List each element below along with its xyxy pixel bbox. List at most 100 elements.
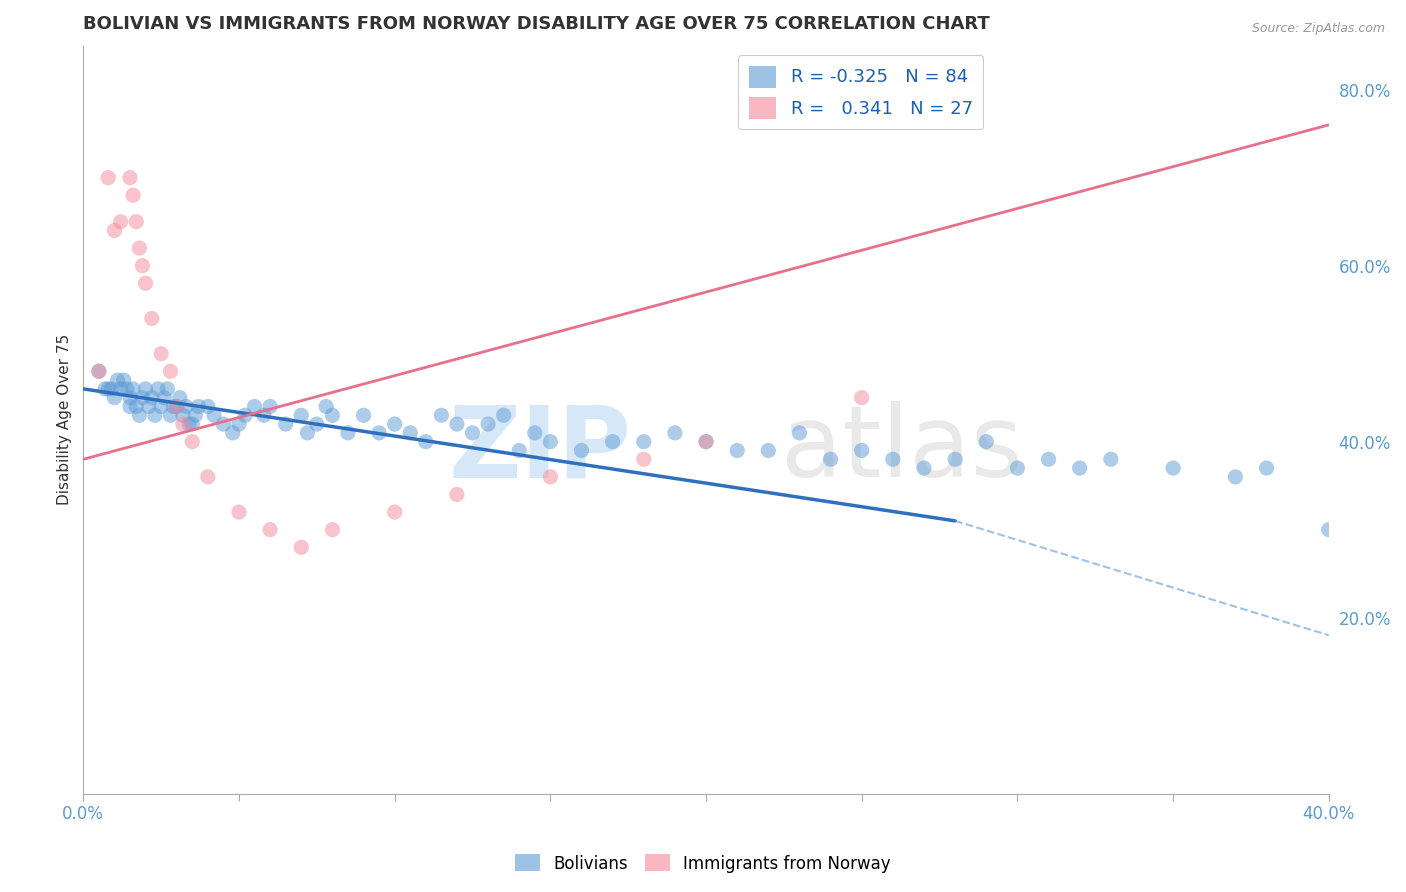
Y-axis label: Disability Age Over 75: Disability Age Over 75 (58, 334, 72, 505)
Point (107, 373, 129, 387)
Point (725, 443, 748, 458)
Point (477, 417, 499, 431)
Point (156, 382, 179, 396)
Point (297, 425, 319, 440)
Point (1038, 452, 1060, 467)
Point (321, 523, 343, 537)
Point (321, 409, 343, 423)
Point (1256, 461, 1278, 475)
Point (181, 417, 204, 431)
Point (141, 391, 163, 405)
Point (538, 434, 561, 449)
Point (138, 400, 160, 414)
Point (1161, 461, 1184, 475)
Point (695, 434, 717, 449)
Point (461, 425, 484, 440)
Point (233, 409, 256, 423)
Point (197, 400, 219, 414)
Point (166, 400, 188, 414)
Point (169, 391, 191, 405)
Point (181, 434, 204, 449)
Point (197, 470, 219, 484)
Point (128, 241, 150, 255)
Point (131, 259, 153, 273)
Point (523, 425, 546, 440)
Point (110, 215, 132, 229)
Point (135, 277, 157, 291)
Point (305, 417, 328, 431)
Point (103, 391, 125, 405)
Point (399, 425, 422, 440)
Point (150, 346, 173, 360)
Point (633, 452, 655, 467)
Point (1317, 523, 1340, 537)
Text: atlas: atlas (780, 401, 1022, 498)
Point (228, 417, 250, 431)
Point (122, 188, 145, 202)
Point (103, 223, 125, 237)
Point (228, 505, 250, 519)
Point (166, 400, 188, 414)
Point (125, 400, 148, 414)
Text: BOLIVIAN VS IMMIGRANTS FROM NORWAY DISABILITY AGE OVER 75 CORRELATION CHART: BOLIVIAN VS IMMIGRANTS FROM NORWAY DISAB… (83, 15, 990, 33)
Point (851, 391, 873, 405)
Point (336, 425, 359, 440)
Point (820, 452, 842, 467)
Point (430, 409, 453, 423)
Point (110, 382, 132, 396)
Point (851, 443, 873, 458)
Point (100, 382, 122, 396)
Point (912, 461, 935, 475)
Point (259, 523, 281, 537)
Point (118, 391, 141, 405)
Point (274, 417, 297, 431)
Point (1225, 470, 1247, 484)
Point (212, 417, 235, 431)
Point (664, 425, 686, 440)
Point (87, 364, 110, 378)
Legend: R = -0.325   N = 84, R =   0.341   N = 27: R = -0.325 N = 84, R = 0.341 N = 27 (738, 54, 983, 129)
Point (159, 364, 181, 378)
Point (415, 434, 437, 449)
Point (174, 400, 197, 414)
Point (146, 382, 169, 396)
Point (135, 382, 157, 396)
Point (571, 443, 593, 458)
Point (131, 391, 153, 405)
Point (353, 409, 375, 423)
Text: Source: ZipAtlas.com: Source: ZipAtlas.com (1251, 22, 1385, 36)
Point (384, 505, 406, 519)
Point (259, 400, 281, 414)
Point (243, 400, 266, 414)
Text: ZIP: ZIP (449, 401, 631, 498)
Point (150, 400, 173, 414)
Point (943, 452, 966, 467)
Point (172, 409, 194, 423)
Point (97, 382, 120, 396)
Point (153, 391, 176, 405)
Point (94, 382, 117, 396)
Point (368, 425, 391, 440)
Point (1069, 461, 1091, 475)
Point (633, 434, 655, 449)
Point (882, 452, 904, 467)
Point (202, 409, 225, 423)
Point (602, 434, 624, 449)
Legend: Bolivians, Immigrants from Norway: Bolivians, Immigrants from Norway (509, 847, 897, 880)
Point (187, 400, 209, 414)
Point (143, 409, 166, 423)
Point (162, 400, 184, 414)
Point (789, 425, 811, 440)
Point (538, 470, 561, 484)
Point (384, 417, 406, 431)
Point (118, 400, 141, 414)
Point (159, 409, 181, 423)
Point (695, 434, 717, 449)
Point (974, 434, 997, 449)
Point (446, 487, 468, 501)
Point (179, 417, 201, 431)
Point (446, 417, 468, 431)
Point (492, 409, 515, 423)
Point (172, 417, 194, 431)
Point (128, 409, 150, 423)
